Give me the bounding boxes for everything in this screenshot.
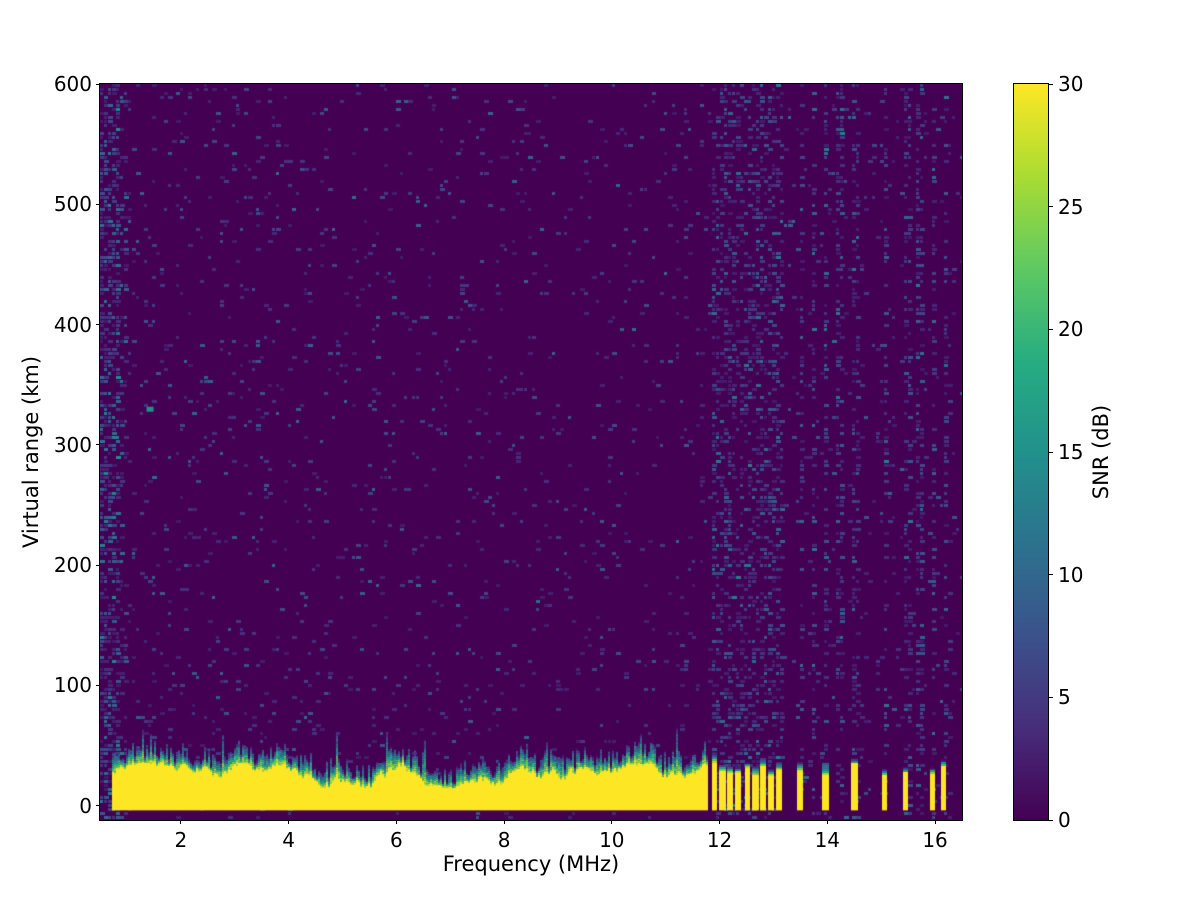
y-tick-label: 400 [53, 312, 92, 337]
x-tick-mark [395, 820, 397, 824]
x-tick-mark [288, 820, 290, 824]
x-tick-mark [503, 820, 505, 824]
x-tick-mark [826, 820, 828, 824]
ionogram-heatmap [100, 84, 962, 820]
y-tick-mark [96, 805, 100, 807]
y-tick-mark [96, 324, 100, 326]
colorbar-tick-label: 30 [1058, 72, 1084, 96]
colorbar-tick-label: 10 [1058, 562, 1084, 587]
colorbar [1013, 83, 1049, 821]
x-tick-label: 14 [814, 828, 841, 852]
colorbar-tick-label: 20 [1058, 317, 1084, 342]
colorbar-tick-label: 0 [1058, 808, 1071, 832]
y-tick-label: 600 [53, 72, 92, 96]
colorbar-tick-mark [1049, 451, 1053, 453]
y-tick-label: 200 [53, 553, 92, 578]
x-tick-mark [934, 820, 936, 824]
x-tick-label: 12 [706, 828, 733, 852]
y-tick-mark [96, 83, 100, 85]
y-tick-mark [96, 684, 100, 686]
x-tick-label: 16 [922, 828, 948, 852]
x-tick-label: 6 [389, 828, 403, 852]
colorbar-tick-mark [1049, 819, 1053, 821]
x-tick-mark [719, 820, 721, 824]
colorbar-tick-label: 15 [1058, 440, 1084, 464]
y-tick-mark [96, 203, 100, 205]
colorbar-tick-label: 5 [1058, 685, 1071, 710]
colorbar-tick-mark [1049, 328, 1053, 330]
colorbar-tick-mark [1049, 83, 1053, 85]
y-tick-mark [96, 564, 100, 566]
y-tick-mark [96, 444, 100, 446]
y-tick-label: 500 [53, 192, 92, 217]
y-tick-label: 0 [79, 793, 92, 818]
y-tick-label: 100 [53, 673, 92, 698]
plot-area [99, 83, 963, 821]
x-tick-mark [180, 820, 182, 824]
colorbar-gradient [1014, 84, 1048, 820]
y-tick-label: 300 [53, 432, 92, 457]
colorbar-label: SNR (dB) [1089, 404, 1113, 500]
colorbar-tick-mark [1049, 696, 1053, 698]
colorbar-tick-mark [1049, 574, 1053, 576]
colorbar-tick-label: 25 [1058, 194, 1084, 219]
x-tick-label: 10 [599, 828, 625, 852]
x-tick-mark [611, 820, 613, 824]
x-tick-label: 2 [174, 828, 188, 852]
x-tick-label: 4 [282, 828, 295, 852]
x-axis-label: Frequency (MHz) [442, 852, 620, 876]
x-tick-label: 8 [497, 828, 511, 852]
colorbar-tick-mark [1049, 206, 1053, 208]
